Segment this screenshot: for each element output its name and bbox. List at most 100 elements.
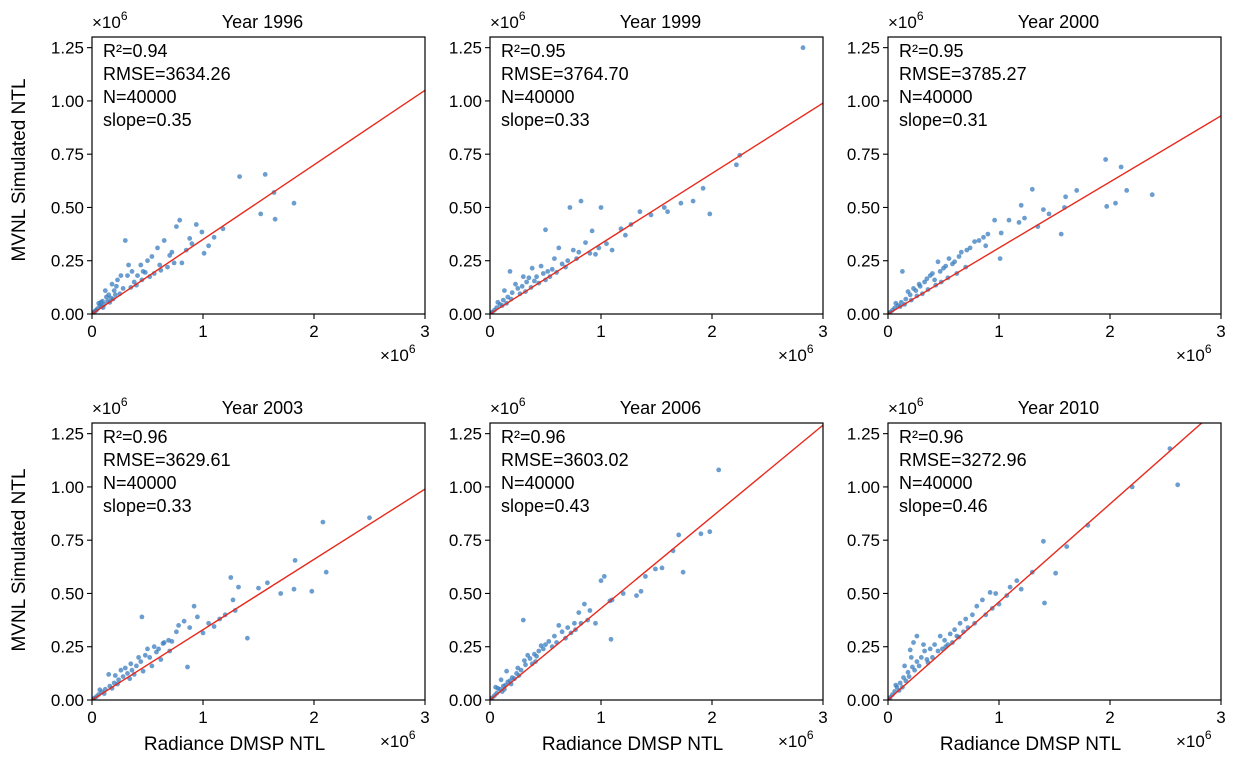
- scatter-point: [893, 682, 899, 688]
- y-tick-label: 0.00: [51, 691, 84, 710]
- scatter-point: [556, 245, 562, 251]
- chart-title: Year 2000: [1018, 12, 1099, 32]
- scatter-point: [1149, 192, 1155, 198]
- scatter-point: [583, 240, 588, 246]
- y-axis-multiplier: ×106: [490, 395, 526, 418]
- scatter-point: [601, 574, 607, 579]
- x-multiplier-base: ×10: [380, 346, 409, 365]
- y-tick-label: 1.25: [847, 39, 880, 58]
- scatter-point: [161, 238, 167, 243]
- y-tick-label: 0.50: [847, 584, 880, 603]
- scatter-point: [700, 185, 706, 191]
- scatter-point: [504, 668, 509, 674]
- regression-line: [490, 424, 823, 700]
- x-tick-label: 2: [1105, 708, 1114, 727]
- scatter-point: [169, 249, 175, 255]
- scatter-point: [529, 265, 535, 271]
- scatter-point: [502, 686, 507, 692]
- scatter-point: [320, 519, 326, 525]
- scatter-point: [151, 644, 157, 650]
- x-tick-label: 3: [1216, 322, 1225, 341]
- y-tick-label: 1.25: [449, 425, 482, 444]
- scatter-point: [527, 656, 533, 661]
- scatter-points: [888, 446, 1181, 700]
- scatter-point: [187, 625, 193, 630]
- scatter-point: [134, 663, 139, 669]
- scatter-point: [211, 624, 217, 629]
- regression-line: [888, 115, 1221, 314]
- scatter-point: [565, 258, 571, 264]
- y-tick-label: 0.50: [847, 198, 880, 217]
- scatter-point: [187, 236, 193, 241]
- scatter-point: [309, 588, 315, 594]
- scatter-point: [980, 597, 985, 603]
- scatter-point: [142, 270, 148, 275]
- stat-n: N=40000: [501, 87, 575, 107]
- scatter-point: [256, 585, 261, 591]
- scatter-point: [935, 259, 941, 265]
- scatter-point: [653, 566, 658, 572]
- scatter-point: [201, 250, 207, 256]
- scatter-point: [698, 531, 704, 537]
- scatter-point: [570, 247, 576, 253]
- y-tick-label: 0.00: [449, 305, 482, 324]
- scatter-point: [952, 627, 957, 633]
- scatter-point: [507, 269, 513, 274]
- scatter-point: [903, 296, 909, 302]
- scatter-point: [690, 198, 696, 204]
- scatter-point: [1018, 586, 1024, 592]
- scatter-point: [1063, 194, 1068, 200]
- x-axis-multiplier: ×106: [1176, 728, 1212, 751]
- scatter-point: [552, 256, 557, 261]
- y-tick-label: 0.00: [449, 691, 482, 710]
- scatter-point: [903, 678, 909, 684]
- stat-slope: slope=0.43: [501, 496, 590, 516]
- scatter-panel-3: 0 1 2 3 0.00 0.25 0.50 0.75 1.00 1.25 Year 2000 ×10…: [847, 9, 1226, 365]
- stat-r2: R²=0.96: [899, 427, 964, 447]
- y-tick-label: 0.25: [449, 252, 482, 271]
- scatter-point: [608, 636, 614, 642]
- scatter-point: [109, 281, 115, 287]
- plot-frame: [489, 422, 824, 701]
- x-multiplier-exponent: 6: [409, 728, 416, 742]
- scatter-point: [265, 580, 270, 586]
- scatter-point: [200, 630, 206, 636]
- scatter-point: [976, 238, 982, 243]
- scatter-point: [228, 575, 234, 580]
- scatter-panel-1: 0 1 2 3 0.00 0.25 0.50 0.75 1.00 1.25 Year 1996 ×10…: [51, 9, 430, 365]
- x-tick-label: 0: [485, 322, 494, 341]
- scatter-point: [906, 674, 912, 679]
- y-multiplier-exponent: 6: [519, 9, 526, 23]
- y-tick-label: 1.00: [847, 92, 880, 111]
- scatter-point: [1018, 202, 1024, 208]
- scatter-point: [174, 224, 179, 230]
- scatter-point: [972, 239, 977, 245]
- x-tick-label: 3: [420, 322, 429, 341]
- scatter-point: [165, 264, 170, 270]
- scatter-point: [1006, 217, 1012, 223]
- plot-frame: [489, 36, 824, 315]
- scatter-point: [512, 676, 517, 682]
- scatter-point: [523, 662, 528, 668]
- y-tick-label: 0.00: [847, 691, 880, 710]
- stat-rmse: RMSE=3603.02: [501, 450, 629, 470]
- scatter-point: [911, 640, 916, 645]
- scatter-point: [520, 617, 526, 623]
- y-multiplier-base: ×10: [92, 13, 121, 32]
- scatter-point: [1118, 164, 1124, 170]
- scatter-point: [199, 229, 205, 235]
- y-tick-label: 1.25: [847, 425, 880, 444]
- y-tick-label: 0.75: [847, 145, 880, 164]
- scatter-point: [576, 249, 582, 255]
- plot-frame: [91, 422, 426, 701]
- scatter-point: [125, 671, 130, 676]
- scatter-point: [174, 629, 179, 635]
- scatter-point: [992, 217, 997, 223]
- y-tick-label: 1.25: [51, 39, 84, 58]
- scatter-point: [515, 665, 521, 671]
- scatter-point: [120, 674, 126, 679]
- scatter-point: [538, 643, 544, 649]
- x-tick-label: 2: [707, 708, 716, 727]
- y-multiplier-exponent: 6: [519, 395, 526, 409]
- scatter-point: [149, 254, 155, 259]
